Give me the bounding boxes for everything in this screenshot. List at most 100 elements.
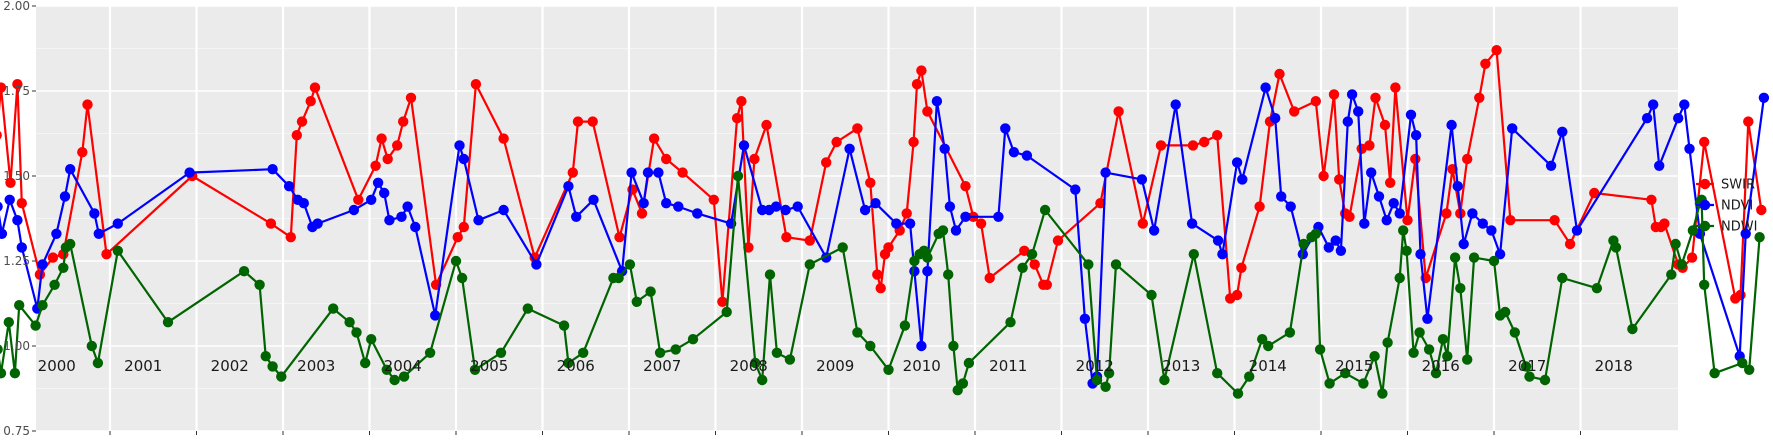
data-point xyxy=(875,283,886,294)
data-point xyxy=(1437,334,1449,345)
data-point xyxy=(1000,123,1011,134)
data-point xyxy=(1756,204,1767,216)
data-point xyxy=(922,252,933,263)
data-point xyxy=(1557,126,1568,137)
data-point xyxy=(0,82,7,93)
data-point xyxy=(944,201,956,212)
data-point xyxy=(624,259,636,270)
data-point xyxy=(372,177,384,188)
data-point xyxy=(870,198,881,209)
data-point xyxy=(613,272,624,284)
year-label: 2008 xyxy=(730,357,768,375)
data-point xyxy=(360,357,371,369)
data-point xyxy=(771,347,783,358)
data-point xyxy=(937,225,949,236)
data-point xyxy=(1330,235,1341,246)
data-point xyxy=(267,361,278,372)
year-label: 2004 xyxy=(384,357,422,375)
data-point xyxy=(661,198,672,209)
year-label: 2012 xyxy=(1076,357,1114,375)
data-point xyxy=(960,211,971,222)
data-point xyxy=(12,79,23,90)
data-point xyxy=(1346,89,1358,100)
legend-item-ndvi: NDVI xyxy=(1696,199,1753,214)
data-point xyxy=(1462,153,1473,165)
data-point xyxy=(1455,283,1466,294)
data-point xyxy=(305,96,316,107)
data-point xyxy=(1385,177,1396,188)
year-labels: 2000 2001 2002 2003 2004 2005 2006 2007 2008 2009… xyxy=(38,357,1633,375)
y-tick-label: 0.75 xyxy=(3,424,30,438)
year-label: 2016 xyxy=(1422,357,1460,375)
data-point xyxy=(1401,245,1412,256)
data-point xyxy=(398,371,410,382)
data-point xyxy=(1398,225,1409,236)
data-point xyxy=(353,194,364,205)
data-point xyxy=(65,164,76,175)
y-tick-label: 1.50 xyxy=(3,169,30,183)
data-point xyxy=(309,82,321,93)
data-point xyxy=(1379,119,1391,131)
data-point xyxy=(567,167,578,178)
data-point xyxy=(1423,344,1435,355)
data-point xyxy=(908,136,919,148)
data-point xyxy=(392,140,403,151)
data-point xyxy=(1100,167,1111,178)
data-point xyxy=(1422,313,1433,324)
data-point xyxy=(1137,218,1149,229)
data-point xyxy=(1564,238,1576,250)
data-point xyxy=(30,320,41,331)
data-point xyxy=(1491,45,1502,56)
data-point xyxy=(963,357,975,369)
data-point xyxy=(1103,368,1115,379)
data-point xyxy=(1381,215,1392,226)
data-point xyxy=(1388,198,1399,209)
year-label: 2001 xyxy=(124,357,162,375)
data-point xyxy=(1017,262,1028,273)
data-point xyxy=(1298,238,1309,250)
year-label: 2006 xyxy=(557,357,595,375)
data-point xyxy=(1260,82,1271,93)
data-point xyxy=(687,334,699,345)
data-point xyxy=(1654,160,1665,171)
data-point xyxy=(16,198,27,209)
data-point xyxy=(1500,306,1511,318)
data-point xyxy=(1364,140,1375,151)
data-point xyxy=(614,232,625,243)
data-point xyxy=(792,201,803,212)
data-point xyxy=(891,218,902,229)
data-point xyxy=(677,167,688,178)
data-point xyxy=(1328,89,1340,100)
data-point xyxy=(708,194,719,205)
data-point xyxy=(1410,153,1421,165)
data-point xyxy=(770,201,782,212)
data-point xyxy=(0,201,3,212)
data-point xyxy=(458,153,469,165)
data-point xyxy=(276,371,287,382)
data-point xyxy=(498,204,509,216)
data-point xyxy=(1110,259,1122,270)
data-point xyxy=(563,357,574,369)
data-point xyxy=(1091,374,1103,386)
data-point xyxy=(92,357,104,369)
data-point xyxy=(456,272,468,284)
data-point xyxy=(1699,136,1710,148)
data-point xyxy=(1199,136,1210,148)
data-point xyxy=(16,242,27,253)
data-point xyxy=(670,344,681,355)
data-point xyxy=(283,181,295,192)
data-point xyxy=(77,147,88,158)
data-point xyxy=(636,208,648,219)
data-point xyxy=(1467,208,1478,219)
data-point xyxy=(389,374,400,386)
legend-label: SWIR xyxy=(1721,178,1755,193)
data-point xyxy=(1236,262,1247,273)
data-point xyxy=(761,119,772,131)
year-label: 2002 xyxy=(211,357,249,375)
data-point xyxy=(626,167,637,178)
series-swir xyxy=(0,45,1767,307)
data-point xyxy=(12,215,23,226)
data-point xyxy=(1659,218,1670,229)
data-point xyxy=(65,238,76,250)
data-point xyxy=(757,374,768,386)
